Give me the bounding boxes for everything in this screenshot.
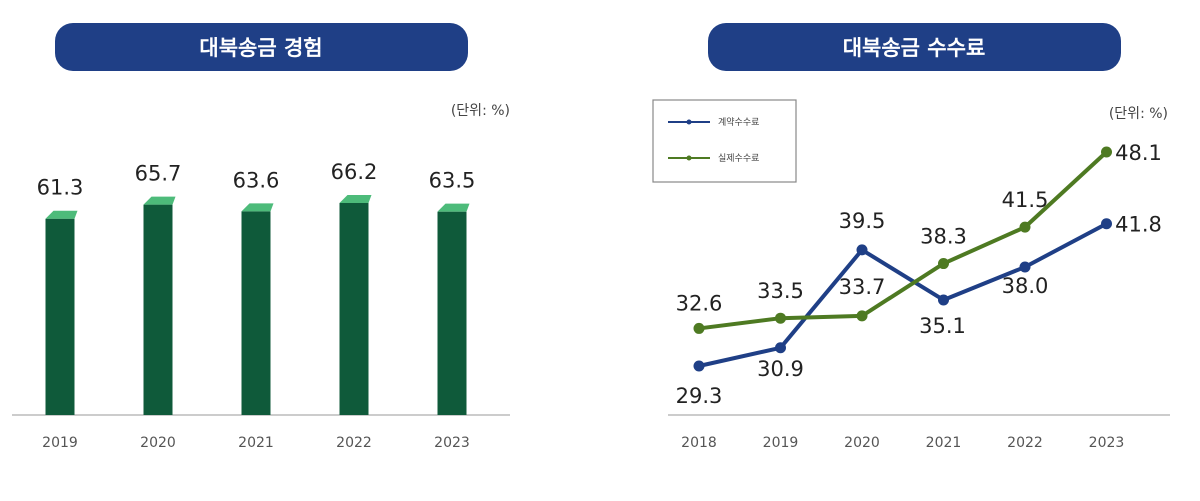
series-value-label: 39.5 <box>839 209 886 233</box>
series-value-label: 38.3 <box>920 225 967 249</box>
series-point <box>856 310 868 322</box>
bar <box>437 211 467 415</box>
right-unit-label: (단위: %) <box>1109 106 1168 122</box>
bar-x-tick-label: 2023 <box>434 435 470 451</box>
legend: 계약수수료 실제수수료 <box>652 99 797 183</box>
series-value-label: 48.1 <box>1115 141 1162 165</box>
bar <box>143 204 173 415</box>
series-point <box>856 244 868 256</box>
series-value-label: 33.7 <box>839 275 886 299</box>
bar-x-tick-label: 2019 <box>42 435 78 451</box>
series-value-label: 33.5 <box>757 279 804 303</box>
left-unit-label: (단위: %) <box>451 103 510 119</box>
right-chart-title: 대북송금 수수료 <box>843 36 986 60</box>
bar-x-tick-label: 2022 <box>336 435 372 451</box>
bar-value-label: 66.2 <box>331 160 378 184</box>
series-point <box>693 322 705 334</box>
bar-top-face <box>241 203 274 212</box>
legend-label-green: 실제수수료 <box>718 153 759 164</box>
line-x-tick-label: 2018 <box>681 435 717 451</box>
bar-x-tick-label: 2021 <box>238 435 274 451</box>
series-point <box>938 294 949 306</box>
series-value-label: 41.5 <box>1002 188 1049 212</box>
series-point <box>775 312 786 324</box>
bar-top-face <box>437 203 470 212</box>
left-title-pill <box>55 23 468 71</box>
series-line <box>698 221 1108 368</box>
series-point <box>1019 261 1031 273</box>
series-value-label: 35.1 <box>919 314 966 338</box>
series-point <box>1019 221 1031 233</box>
line-x-tick-label: 2020 <box>844 435 880 451</box>
series-line <box>698 150 1108 331</box>
series-point <box>693 360 705 372</box>
bar-top-face <box>339 195 372 203</box>
bar-x-tick-label: 2020 <box>140 435 176 451</box>
series-point <box>1101 218 1112 230</box>
bar-value-label: 65.7 <box>135 162 182 186</box>
line-x-tick-label: 2023 <box>1089 435 1125 451</box>
series-point <box>1101 146 1112 158</box>
bar-top-face <box>45 210 78 219</box>
series-value-label: 29.3 <box>676 384 723 408</box>
series-value-label: 38.0 <box>1002 274 1049 298</box>
legend-box <box>652 99 797 183</box>
bar-value-label: 63.6 <box>233 168 280 192</box>
bar-top-face <box>143 196 176 205</box>
series-value-label: 41.8 <box>1115 213 1162 237</box>
bar-value-label: 61.3 <box>37 176 84 200</box>
line-chart: 2018 2019 2020 2021 2022 2023 29.3 30.9 39.5 35.1… <box>668 141 1170 451</box>
bar-chart: 61.3 2019 65.7 2020 63.6 2021 66.2 2022 63.5 2023 <box>12 160 510 451</box>
legend-marker-green <box>686 155 692 161</box>
right-title-pill <box>708 23 1121 71</box>
line-x-tick-label: 2022 <box>1007 435 1043 451</box>
series-value-label: 32.6 <box>676 291 723 315</box>
line-x-tick-label: 2019 <box>763 435 799 451</box>
series-point <box>938 258 949 270</box>
series-point <box>775 342 786 354</box>
line-x-tick-label: 2021 <box>926 435 962 451</box>
left-chart-title: 대북송금 경험 <box>199 36 322 60</box>
legend-marker-blue <box>686 119 692 125</box>
bar-value-label: 63.5 <box>429 169 476 193</box>
series-value-label: 30.9 <box>757 357 804 381</box>
bar <box>45 218 75 415</box>
legend-label-blue: 계약수수료 <box>718 116 759 128</box>
bar <box>339 203 369 415</box>
bar <box>241 211 271 415</box>
